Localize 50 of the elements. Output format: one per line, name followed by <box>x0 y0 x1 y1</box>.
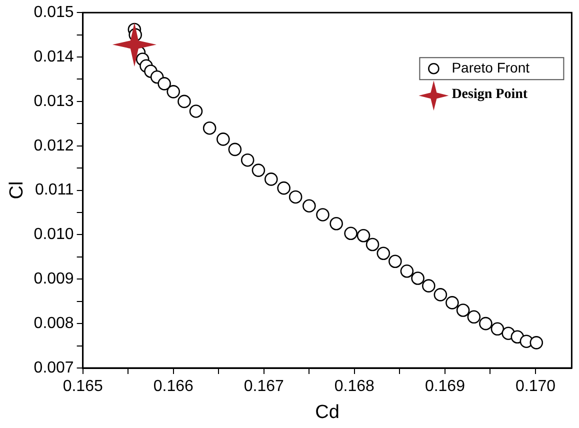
point <box>422 279 436 292</box>
x-tick-label: 0.169 <box>424 378 466 396</box>
y-tick-label: 0.013 <box>34 92 74 110</box>
point <box>434 288 448 302</box>
point <box>467 310 481 324</box>
point <box>178 94 191 108</box>
point <box>316 208 330 222</box>
x-tick-label: 0.165 <box>62 378 103 396</box>
point <box>240 153 254 167</box>
y-tick-label: 0.012 <box>34 137 74 154</box>
x-axis-title: Cd <box>315 402 340 423</box>
point <box>277 181 290 195</box>
legend-label: Design Point <box>452 87 528 102</box>
legend-label: Pareto Front <box>452 59 530 76</box>
point <box>388 254 402 268</box>
y-tick-label: 0.015 <box>34 4 74 22</box>
point <box>366 238 380 252</box>
point <box>216 132 230 146</box>
y-tick-label: 0.010 <box>34 226 74 244</box>
x-tick-label: 0.166 <box>153 378 194 396</box>
x-tick-label: 0.167 <box>244 378 284 396</box>
point <box>530 336 544 350</box>
y-axis-title: Cl <box>6 181 28 200</box>
point <box>446 296 459 310</box>
point <box>456 304 470 317</box>
point <box>479 316 492 330</box>
point <box>228 142 242 156</box>
point <box>189 104 203 118</box>
point <box>264 172 278 186</box>
y-tick-label: 0.009 <box>34 270 74 288</box>
x-tick-label: 0.170 <box>515 378 556 396</box>
y-tick-label: 0.011 <box>34 182 74 199</box>
x-tick-label: 0.168 <box>334 378 375 396</box>
point <box>302 199 316 212</box>
point <box>166 85 180 98</box>
y-tick-label: 0.008 <box>34 314 74 332</box>
point <box>344 226 358 240</box>
point <box>288 190 302 204</box>
point <box>490 322 504 336</box>
point <box>202 121 216 135</box>
point <box>400 264 414 278</box>
point <box>356 228 370 242</box>
point <box>158 77 171 90</box>
point <box>330 216 343 230</box>
y-tick-label: 0.007 <box>34 359 74 376</box>
y-tick-label: 0.014 <box>34 48 74 66</box>
point <box>411 272 424 285</box>
point <box>252 164 266 177</box>
point <box>376 246 390 260</box>
point <box>112 22 156 67</box>
